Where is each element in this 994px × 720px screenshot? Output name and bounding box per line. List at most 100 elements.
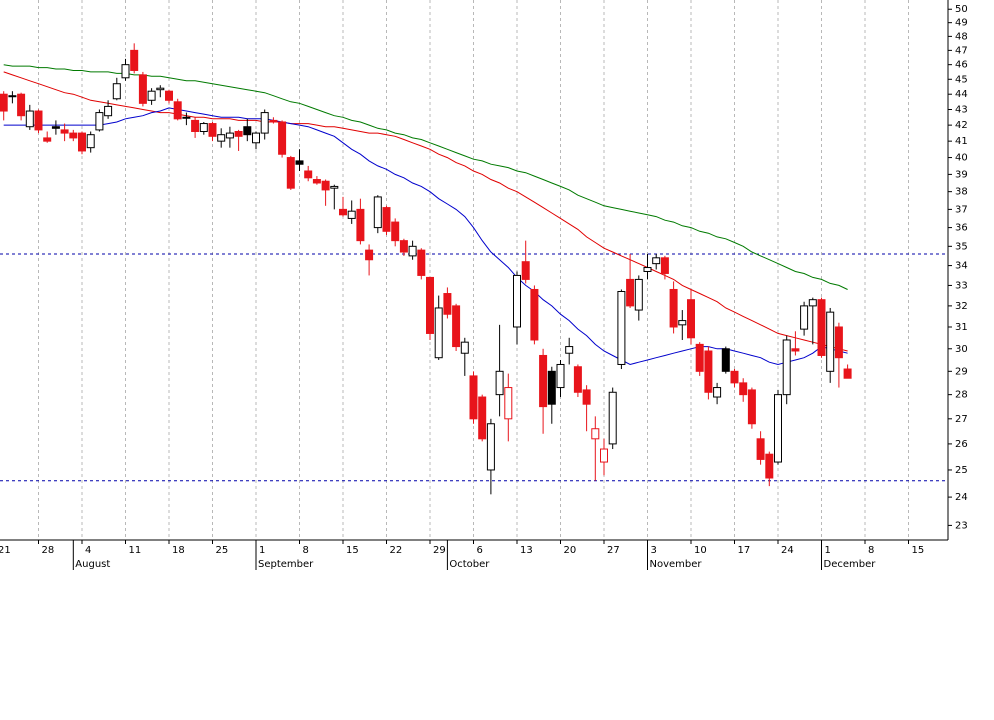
candle-body <box>530 288 539 341</box>
y-tick-label: 28 <box>955 390 968 401</box>
moving-average-line <box>3 71 848 352</box>
candle-body <box>782 339 791 396</box>
candle-body <box>339 208 347 216</box>
candle-body <box>295 160 304 165</box>
candle-body <box>234 130 243 137</box>
y-tick-label: 41 <box>955 136 968 147</box>
candle-body <box>17 93 26 117</box>
candle-body <box>817 299 826 356</box>
candle-body <box>678 320 687 326</box>
candle-body <box>130 49 139 71</box>
candle-body <box>43 137 52 142</box>
y-tick-label: 44 <box>955 89 968 100</box>
candle-body <box>156 87 165 91</box>
candle-body <box>721 348 730 372</box>
y-tick-label: 43 <box>955 104 968 115</box>
x-tick-label: 27 <box>607 545 620 556</box>
candle-body <box>312 179 321 184</box>
month-label: September <box>258 559 314 570</box>
candle-body <box>660 257 669 274</box>
candle-body <box>173 101 182 120</box>
candle-body <box>199 123 208 132</box>
candle-body <box>104 105 113 117</box>
candle-body <box>478 396 487 440</box>
candle-body <box>626 278 635 307</box>
x-tick-label: 1 <box>825 545 831 556</box>
y-tick-label: 46 <box>955 60 968 71</box>
month-label: August <box>75 559 110 570</box>
y-tick-label: 27 <box>955 414 968 425</box>
x-tick-label: 10 <box>694 545 707 556</box>
y-tick-label: 36 <box>955 223 968 234</box>
candle-body <box>834 326 843 359</box>
x-tick-label: 8 <box>868 545 874 556</box>
candle-body <box>730 370 739 384</box>
x-tick-label: 25 <box>216 545 229 556</box>
candle-body <box>373 196 382 229</box>
candle-body <box>513 274 521 328</box>
y-tick-label: 39 <box>955 169 968 180</box>
candle-body <box>182 116 191 119</box>
candle-body <box>443 293 452 315</box>
x-tick-label: 3 <box>651 545 657 556</box>
candle-body <box>504 387 513 420</box>
candle-body <box>69 132 78 139</box>
y-tick-label: 47 <box>955 45 968 56</box>
candle-body <box>582 389 591 405</box>
y-tick-label: 32 <box>955 301 968 312</box>
candle-body <box>60 129 69 134</box>
candle-body <box>521 261 530 280</box>
candle-body <box>547 370 556 405</box>
candle-body <box>147 90 156 101</box>
candle-body <box>573 366 582 393</box>
candle-body <box>225 132 234 139</box>
x-tick-label: 17 <box>738 545 751 556</box>
y-tick-label: 38 <box>955 187 968 198</box>
y-tick-label: 45 <box>955 74 968 85</box>
x-tick-label: 29 <box>433 545 446 556</box>
candle-body <box>669 288 678 328</box>
y-tick-label: 29 <box>955 366 968 377</box>
candle-body <box>408 245 417 257</box>
candle-body <box>208 123 217 137</box>
x-tick-label: 15 <box>346 545 359 556</box>
candle-body <box>95 112 104 131</box>
moving-average-line <box>3 107 848 366</box>
x-tick-label: 15 <box>912 545 925 556</box>
x-tick-label: 28 <box>42 545 55 556</box>
moving-average-line <box>3 64 848 290</box>
candle-body <box>269 119 278 123</box>
candle-body <box>121 64 130 79</box>
candle-body <box>365 249 374 261</box>
x-tick-label: 21 <box>0 545 11 556</box>
y-tick-label: 34 <box>955 261 968 272</box>
candle-body <box>556 363 565 389</box>
candle-body <box>774 394 782 463</box>
candle-body <box>826 311 835 372</box>
candle-body <box>469 375 478 420</box>
candle-body <box>217 134 226 142</box>
candle-body <box>460 341 469 354</box>
y-tick-label: 24 <box>955 492 968 503</box>
y-tick-label: 33 <box>955 280 968 291</box>
x-tick-label: 4 <box>85 545 91 556</box>
candle-body <box>278 121 287 155</box>
candle-body <box>78 132 86 152</box>
candle-body <box>756 438 765 460</box>
x-tick-label: 18 <box>172 545 185 556</box>
candle-body <box>252 132 260 144</box>
candle-body <box>565 346 574 354</box>
month-label: December <box>824 559 877 570</box>
candle-body <box>808 299 817 307</box>
candle-body <box>286 157 295 189</box>
candle-body <box>739 382 748 396</box>
x-tick-label: 11 <box>129 545 142 556</box>
candle-body <box>591 428 600 440</box>
month-label: October <box>449 559 490 570</box>
candle-body <box>634 278 643 311</box>
candle-body <box>800 305 809 330</box>
candle-body <box>86 134 95 149</box>
y-tick-label: 35 <box>955 241 968 252</box>
x-tick-label: 13 <box>520 545 533 556</box>
